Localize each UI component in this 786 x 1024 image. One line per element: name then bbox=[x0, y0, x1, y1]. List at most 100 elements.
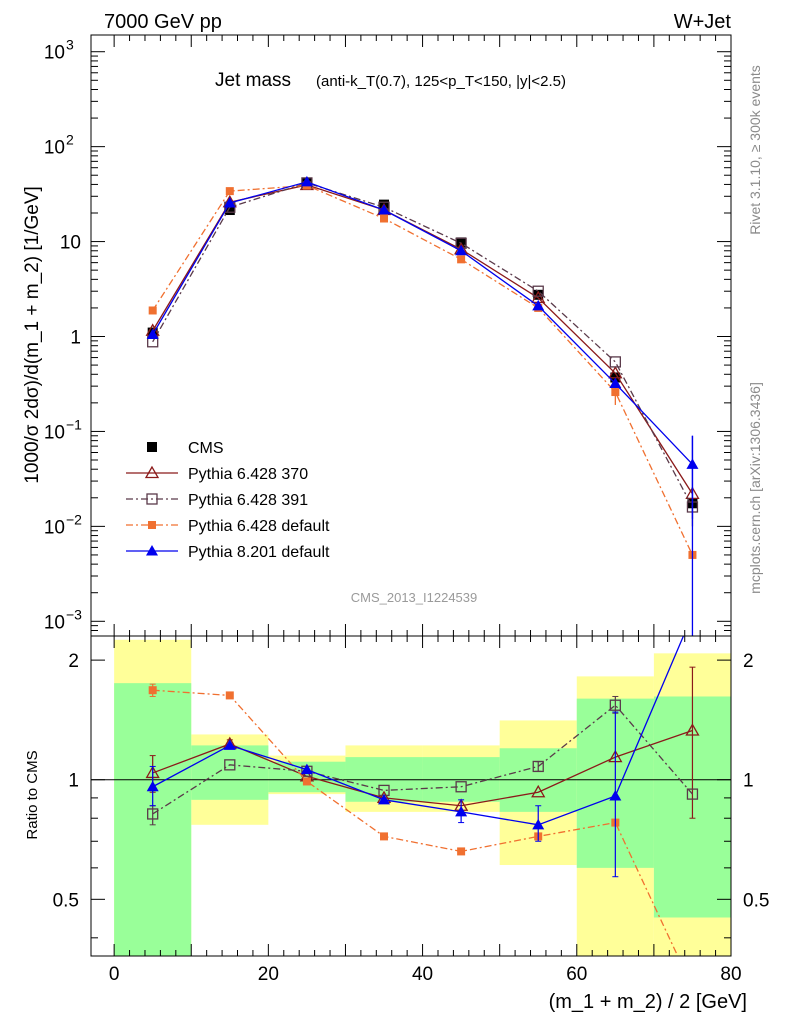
ratio-point bbox=[378, 793, 391, 805]
series-pythia-6-428-370 bbox=[145, 177, 700, 500]
x-tick-label: 80 bbox=[720, 964, 741, 985]
series-line bbox=[152, 184, 693, 495]
ratio-point bbox=[455, 805, 468, 817]
ratio-point bbox=[685, 723, 700, 736]
ratio-frame bbox=[90, 635, 732, 957]
ratio-point bbox=[532, 760, 544, 773]
y-tick-label-exponent: −1 bbox=[66, 416, 82, 432]
legend-marker bbox=[144, 465, 160, 479]
y-tick-label-exponent: −2 bbox=[66, 511, 82, 527]
x-tick-label: 60 bbox=[566, 964, 587, 985]
data-point bbox=[611, 388, 620, 397]
x-tick-label: 40 bbox=[412, 964, 433, 985]
ratio-line bbox=[152, 636, 685, 826]
legend: CMS Pythia 6.428 370 Pythia 6.428 391 Pythi… bbox=[126, 440, 330, 561]
series-line bbox=[152, 181, 693, 465]
ratio-point bbox=[457, 847, 466, 856]
legend-item: Pythia 6.428 391 bbox=[126, 492, 308, 509]
ratio-panel: 0 20 40 60 80 0.5 0.5 1 1 2 2 Ratio to CMS bbox=[24, 635, 769, 985]
ratio-point bbox=[455, 781, 467, 793]
ratio-point bbox=[380, 832, 389, 841]
data-point bbox=[532, 285, 544, 297]
legend-marker bbox=[147, 442, 157, 452]
y-tick-label: 10 bbox=[60, 233, 81, 254]
ratio-point bbox=[147, 808, 159, 820]
data-point bbox=[300, 175, 313, 187]
ratio-point bbox=[300, 763, 313, 775]
data-point bbox=[378, 204, 391, 215]
ratio-point bbox=[686, 788, 699, 800]
ratio-point bbox=[223, 739, 236, 750]
data-point bbox=[146, 328, 159, 339]
data-point bbox=[223, 196, 236, 208]
x-axis-label: (m_1 + m_2) / 2 [GeV] bbox=[549, 991, 747, 1013]
legend-label: Pythia 6.428 370 bbox=[188, 466, 308, 483]
y-tick-label: 10 bbox=[44, 517, 65, 538]
y-tick-label: 10 bbox=[44, 138, 65, 159]
main-title: Jet mass bbox=[215, 70, 291, 91]
legend-marker bbox=[146, 493, 158, 505]
legend-item: Pythia 8.201 default bbox=[126, 544, 330, 561]
ratio-series-pythia-8-201-default bbox=[146, 636, 685, 878]
series-line bbox=[152, 182, 694, 508]
legend-label: CMS bbox=[188, 440, 224, 457]
legend-marker bbox=[148, 521, 156, 529]
legend-item: Pythia 6.428 370 bbox=[126, 465, 308, 483]
data-point bbox=[148, 306, 157, 315]
ratio-point bbox=[225, 691, 234, 700]
ratio-y-tick-label: 1 bbox=[68, 771, 79, 792]
data-point bbox=[380, 214, 389, 223]
y-tick-label: 10 bbox=[44, 422, 65, 443]
rivet-label: Rivet 3.1.10, ≥ 300k events bbox=[747, 65, 763, 235]
y-tick-label: 1 bbox=[70, 328, 81, 349]
ratio-point bbox=[148, 686, 157, 695]
ratio-y-tick-label: 2 bbox=[68, 651, 79, 672]
ratio-y-tick-label-right: 2 bbox=[743, 651, 754, 672]
series-line bbox=[152, 184, 694, 556]
ratio-point bbox=[224, 759, 236, 771]
legend-label: Pythia 6.428 default bbox=[188, 518, 330, 535]
process-label: W+Jet bbox=[674, 11, 732, 33]
ratio-line bbox=[152, 704, 693, 815]
energy-label: 7000 GeV pp bbox=[104, 11, 222, 33]
ratio-point bbox=[531, 784, 546, 798]
legend-item: CMS bbox=[147, 440, 224, 457]
ratio-y-axis-label: Ratio to CMS bbox=[24, 750, 41, 839]
y-tick-label: 10 bbox=[44, 612, 65, 633]
data-point bbox=[224, 205, 235, 216]
ratio-y-tick-label: 0.5 bbox=[53, 890, 79, 911]
data-point bbox=[457, 255, 466, 264]
data-point bbox=[533, 289, 544, 300]
data-point bbox=[455, 244, 468, 256]
ratio-series-group bbox=[91, 636, 731, 956]
data-point bbox=[532, 299, 545, 311]
main-series-group bbox=[145, 175, 700, 636]
main-subtitle: (anti-k_T(0.7), 125<p_T<150, |y|<2.5) bbox=[316, 73, 566, 90]
data-point bbox=[609, 377, 622, 388]
series-cms bbox=[147, 178, 698, 509]
legend-label: Pythia 6.428 391 bbox=[188, 492, 308, 509]
y-tick-label-exponent: −3 bbox=[66, 606, 82, 622]
ratio-point bbox=[146, 780, 159, 792]
main-frame bbox=[90, 34, 732, 637]
ratio-point bbox=[532, 818, 545, 830]
x-tick-label: 0 bbox=[109, 964, 120, 985]
ratio-point bbox=[609, 789, 622, 801]
legend-marker bbox=[146, 545, 158, 556]
x-tick-label: 20 bbox=[258, 964, 279, 985]
ratio-y-tick-label-right: 0.5 bbox=[743, 890, 769, 911]
y-tick-label-exponent: 3 bbox=[66, 37, 74, 53]
data-point bbox=[609, 356, 621, 368]
data-point bbox=[225, 187, 234, 196]
ratio-line bbox=[152, 689, 679, 956]
ratio-point bbox=[302, 777, 311, 786]
mcplots-label: mcplots.cern.ch [arXiv:1306.3436] bbox=[747, 382, 763, 594]
y-axis-label: 1000/σ 2dσ)/d(m_1 + m_2) [1/GeV] bbox=[22, 186, 43, 484]
legend-item: Pythia 6.428 default bbox=[126, 518, 330, 535]
y-tick-label-exponent: 2 bbox=[66, 132, 74, 148]
y-tick-label: 10 bbox=[44, 43, 65, 64]
ratio-y-tick-label-right: 1 bbox=[743, 771, 754, 792]
analysis-id: CMS_2013_I1224539 bbox=[351, 590, 478, 605]
